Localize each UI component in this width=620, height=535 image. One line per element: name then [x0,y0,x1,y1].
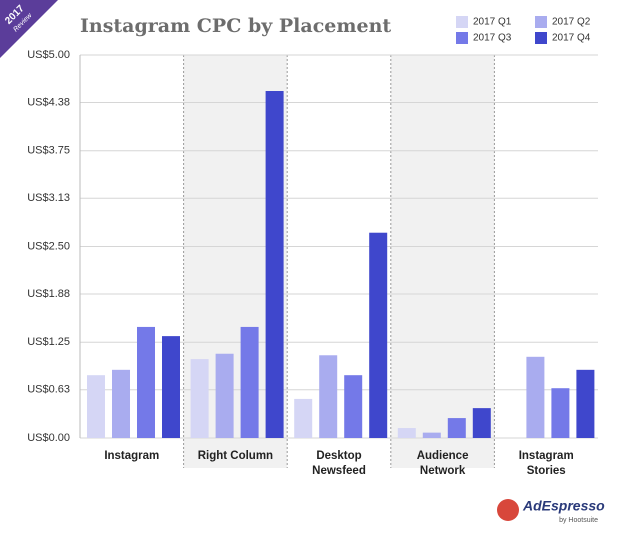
y-tick-label: US$2.50 [27,240,70,252]
y-tick-label: US$0.63 [27,384,70,396]
x-tick-label: Instagram Stories [518,450,574,477]
chart-title: Instagram CPC by Placement [80,15,391,37]
badge-bg [0,0,58,58]
x-tick-label: Instagram [104,450,160,462]
bar [422,432,441,438]
x-tick-label: Audience Network [416,450,469,477]
bar [162,336,180,438]
y-tick-label: US$1.25 [27,336,70,348]
bar [190,359,209,438]
y-tick-label: US$4.38 [27,96,70,108]
bar [240,326,259,438]
bar [551,388,570,438]
bar [87,375,105,438]
bar [576,369,595,438]
x-tick-label: Desktop Newsfeed [312,450,366,477]
legend-swatch [535,16,547,28]
group-shade [390,55,495,468]
bar [344,375,363,438]
bar [112,369,130,438]
y-tick-label: US$1.88 [27,288,70,300]
y-tick-label: US$3.13 [27,192,70,204]
bar [319,355,338,438]
bar [137,326,155,438]
bar [447,418,466,438]
logo-icon [497,499,519,521]
bar [294,398,313,438]
bar [215,353,234,438]
bar [472,408,491,438]
legend-label: 2017 Q4 [552,33,591,44]
y-tick-label: US$0.00 [27,432,70,444]
legend-label: 2017 Q1 [473,17,512,28]
bar [369,232,388,438]
y-tick-label: US$5.00 [27,49,70,61]
bar [397,428,416,438]
legend-swatch [456,32,468,44]
bar [265,91,284,438]
legend-label: 2017 Q3 [473,33,512,44]
bar [526,356,545,438]
legend-swatch [456,16,468,28]
legend-swatch [535,32,547,44]
legend-label: 2017 Q2 [552,17,591,28]
y-tick-label: US$3.75 [27,145,70,157]
logo-sub: by Hootsuite [559,517,598,524]
x-tick-label: Right Column [197,450,274,462]
logo-name: AdEspresso [522,498,605,514]
